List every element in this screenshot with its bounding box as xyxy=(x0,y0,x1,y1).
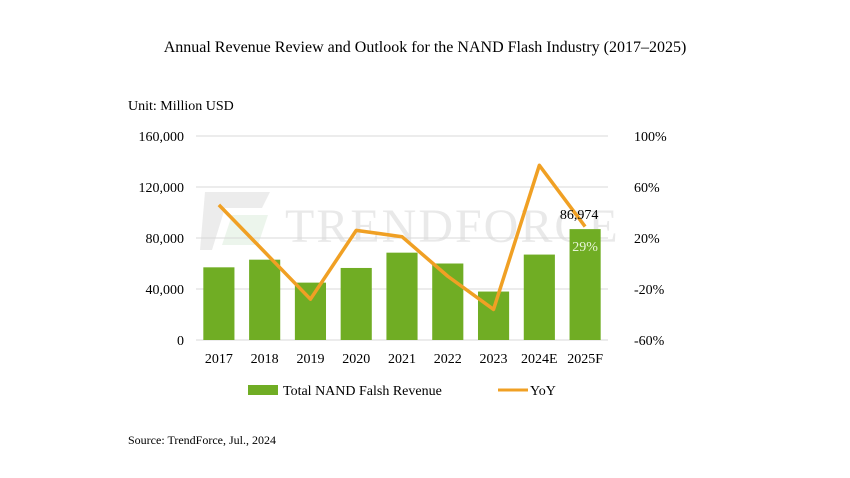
right-tick-label: 100% xyxy=(634,130,667,145)
bar-2020 xyxy=(340,267,372,340)
bar-data-label: 86,974 xyxy=(560,208,599,223)
bar-2023 xyxy=(477,291,510,340)
svg-text:TRENDFORCE: TRENDFORCE xyxy=(285,200,620,253)
legend: Total NAND Falsh Revenue YoY xyxy=(248,384,556,399)
left-tick-label: 80,000 xyxy=(146,232,185,247)
bar-2019 xyxy=(294,282,327,340)
unit-label: Unit: Million USD xyxy=(128,99,234,114)
right-tick-label: -60% xyxy=(634,334,665,349)
x-tick-label: 2017 xyxy=(205,352,233,367)
bar-2024E xyxy=(523,254,555,340)
yoy-data-label: 29% xyxy=(572,240,598,255)
source-note: Source: TrendForce, Jul., 2024 xyxy=(128,433,276,447)
x-tick-label: 2022 xyxy=(434,352,462,367)
x-tick-label: 2025F xyxy=(567,352,603,367)
x-tick-label: 2018 xyxy=(251,352,279,367)
bar-2025F xyxy=(569,229,601,340)
legend-label-yoy: YoY xyxy=(530,384,556,399)
legend-swatch-bar xyxy=(248,385,278,395)
left-tick-label: 0 xyxy=(177,334,184,349)
bar-2017 xyxy=(203,267,235,340)
x-tick-label: 2024E xyxy=(521,352,558,367)
left-tick-label: 160,000 xyxy=(139,130,185,145)
left-tick-label: 40,000 xyxy=(146,283,185,298)
legend-label-revenue: Total NAND Falsh Revenue xyxy=(283,384,442,399)
bar-2021 xyxy=(386,252,418,340)
left-tick-label: 120,000 xyxy=(139,181,185,196)
x-tick-label: 2020 xyxy=(342,352,370,367)
chart-title: Annual Revenue Review and Outlook for th… xyxy=(164,39,687,56)
x-tick-label: 2023 xyxy=(480,352,508,367)
x-tick-label: 2019 xyxy=(296,352,324,367)
yoy-line xyxy=(217,163,587,312)
right-tick-label: 60% xyxy=(634,181,660,196)
bar-2018 xyxy=(249,259,281,340)
right-tick-label: 20% xyxy=(634,232,660,247)
x-tick-label: 2021 xyxy=(388,352,416,367)
right-tick-label: -20% xyxy=(634,283,665,298)
